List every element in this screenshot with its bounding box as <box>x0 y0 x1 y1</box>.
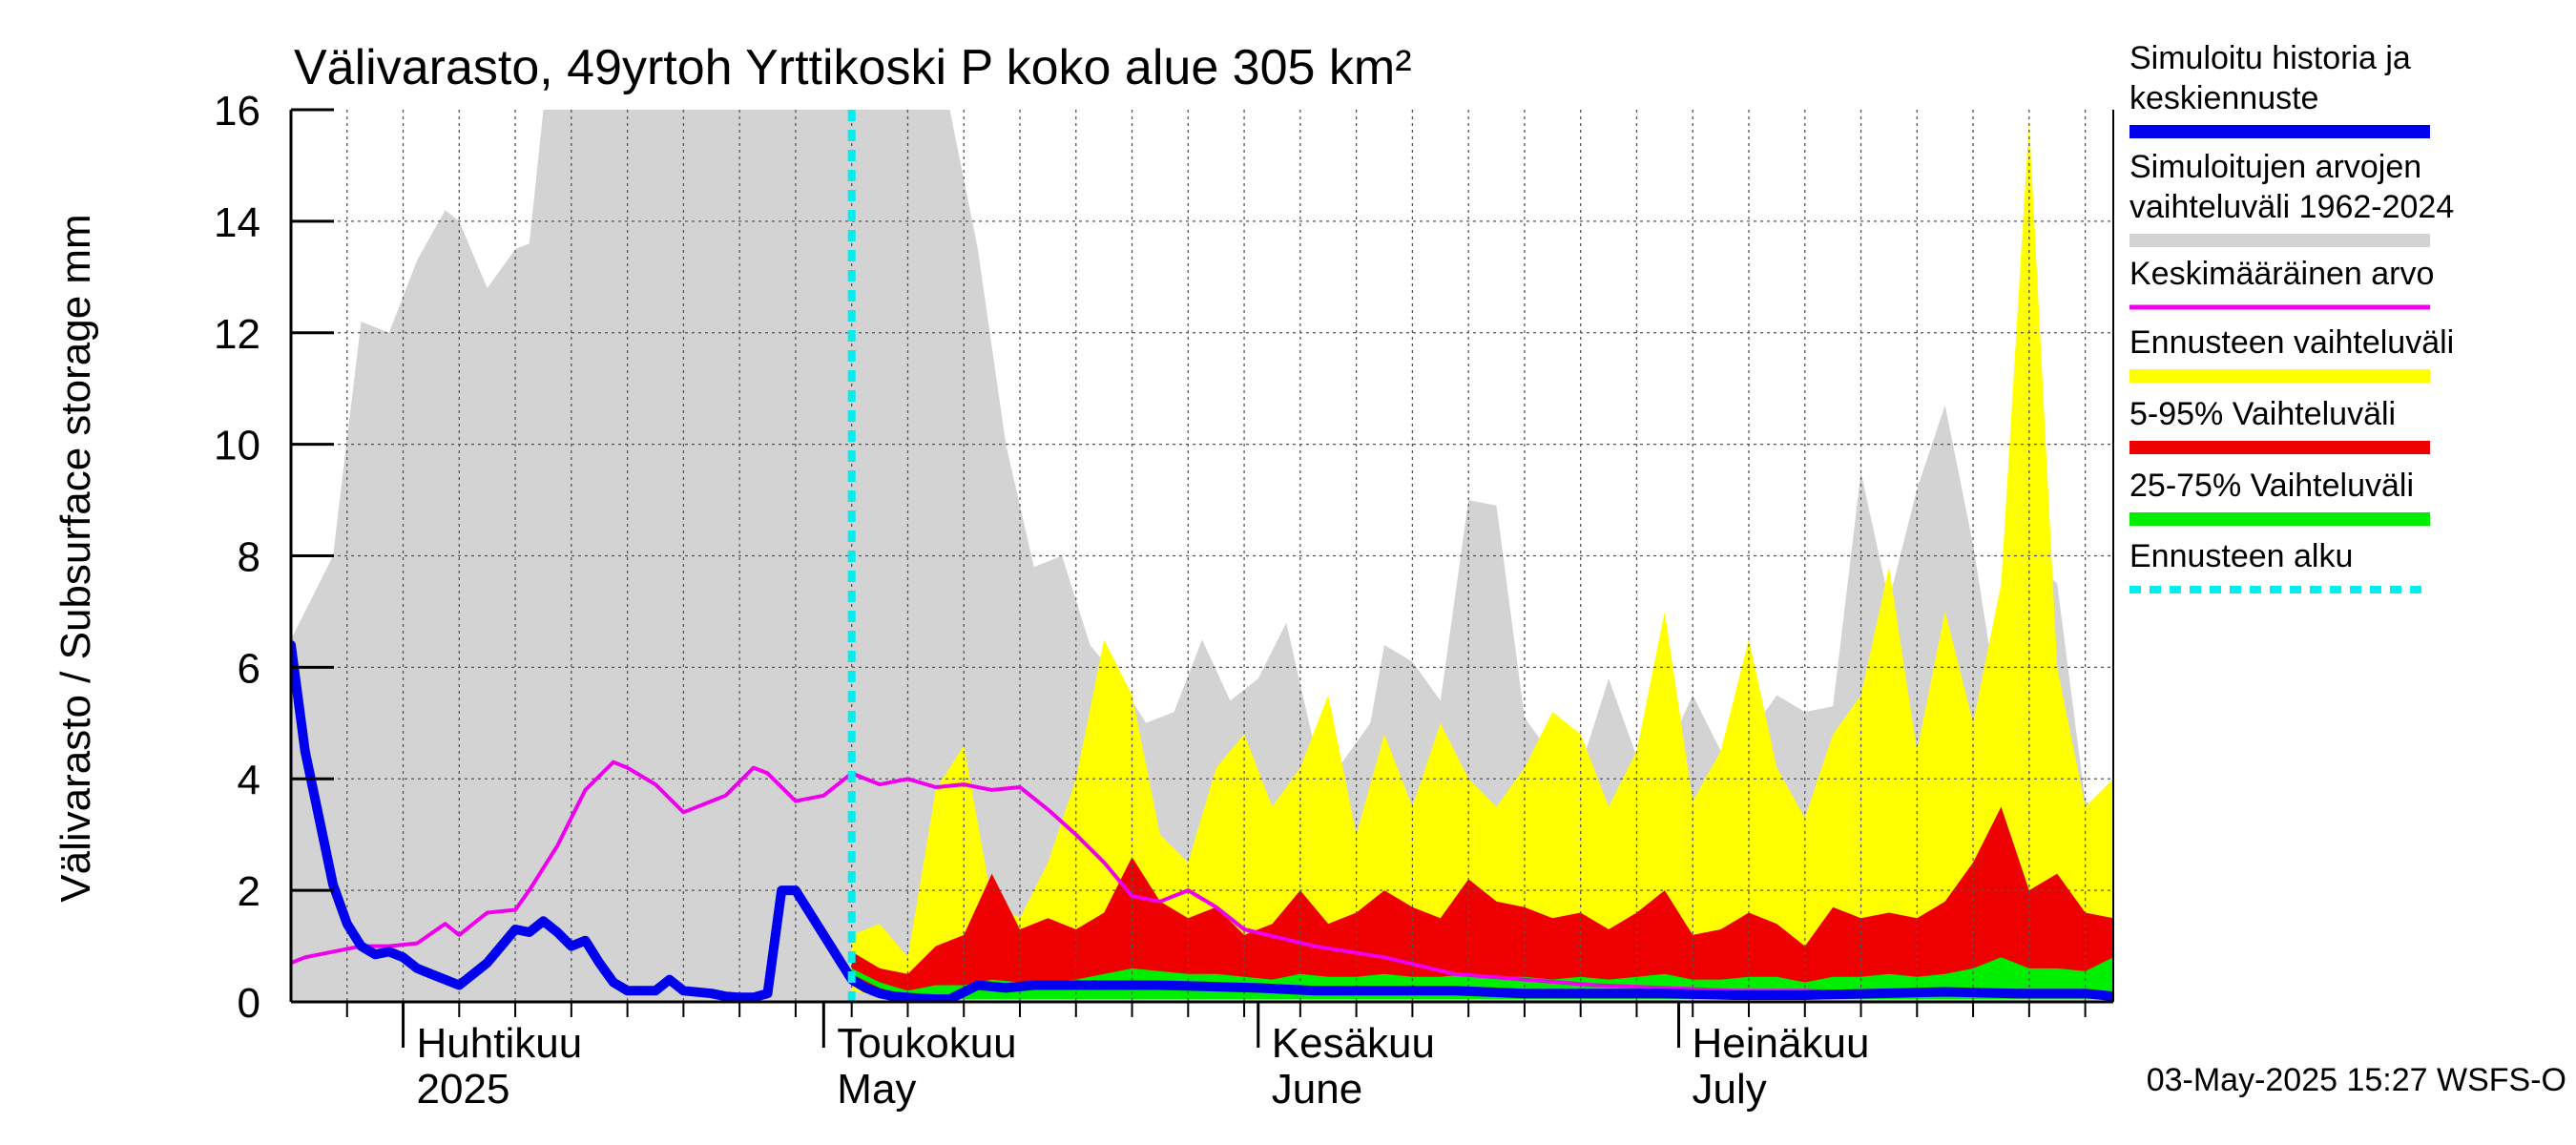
y-tick-label: 6 <box>238 645 260 692</box>
y-tick-label: 0 <box>238 980 260 1027</box>
y-tick-label: 4 <box>238 757 260 803</box>
legend-label: 25-75% Vaihteluväli <box>2129 468 2414 504</box>
x-month-label: Kesäkuu <box>1272 1020 1435 1067</box>
legend-label: Simuloitu historia ja <box>2129 40 2411 76</box>
legend: Simuloitu historia ja keskiennuste Simuloi… <box>2129 40 2454 593</box>
legend-label: vaihteluväli 1962-2024 <box>2129 189 2454 225</box>
x-month-label: Heinäkuu <box>1693 1020 1870 1067</box>
legend-label: 5-95% Vaihteluväli <box>2129 396 2396 432</box>
legend-label: Keskimääräinen arvo <box>2129 256 2434 292</box>
footer-timestamp: 03-May-2025 15:27 WSFS-O <box>2147 1062 2566 1098</box>
y-tick-label: 8 <box>238 534 260 581</box>
legend-label: keskiennuste <box>2129 80 2318 116</box>
grid-layer <box>291 110 2113 1002</box>
x-month-sublabel: 2025 <box>417 1066 510 1113</box>
overlay-layer <box>291 110 2113 1002</box>
y-axis-label: Välivarasto / Subsurface storage mm <box>52 214 99 902</box>
series-line-5 <box>291 640 2113 1002</box>
series-line-4 <box>291 760 2113 999</box>
series-band-2 <box>851 806 2113 1000</box>
y-tick-label: 10 <box>214 423 260 469</box>
chart-title: Välivarasto, 49yrtoh Yrttikoski P koko a… <box>294 40 1412 95</box>
y-tick-label: 12 <box>214 311 260 358</box>
x-month-sublabel: May <box>837 1066 916 1113</box>
x-month-sublabel: June <box>1272 1066 1362 1113</box>
y-tick-label: 14 <box>214 199 260 246</box>
x-month-label: Huhtikuu <box>417 1020 583 1067</box>
y-tick-label: 16 <box>214 88 260 135</box>
legend-label: Simuloitujen arvojen <box>2129 149 2421 185</box>
x-month-label: Toukokuu <box>837 1020 1016 1067</box>
y-tick-label: 2 <box>238 868 260 915</box>
x-month-sublabel: July <box>1693 1066 1767 1113</box>
legend-label: Ennusteen vaihteluväli <box>2129 324 2454 361</box>
legend-label: Ennusteen alku <box>2129 538 2353 574</box>
